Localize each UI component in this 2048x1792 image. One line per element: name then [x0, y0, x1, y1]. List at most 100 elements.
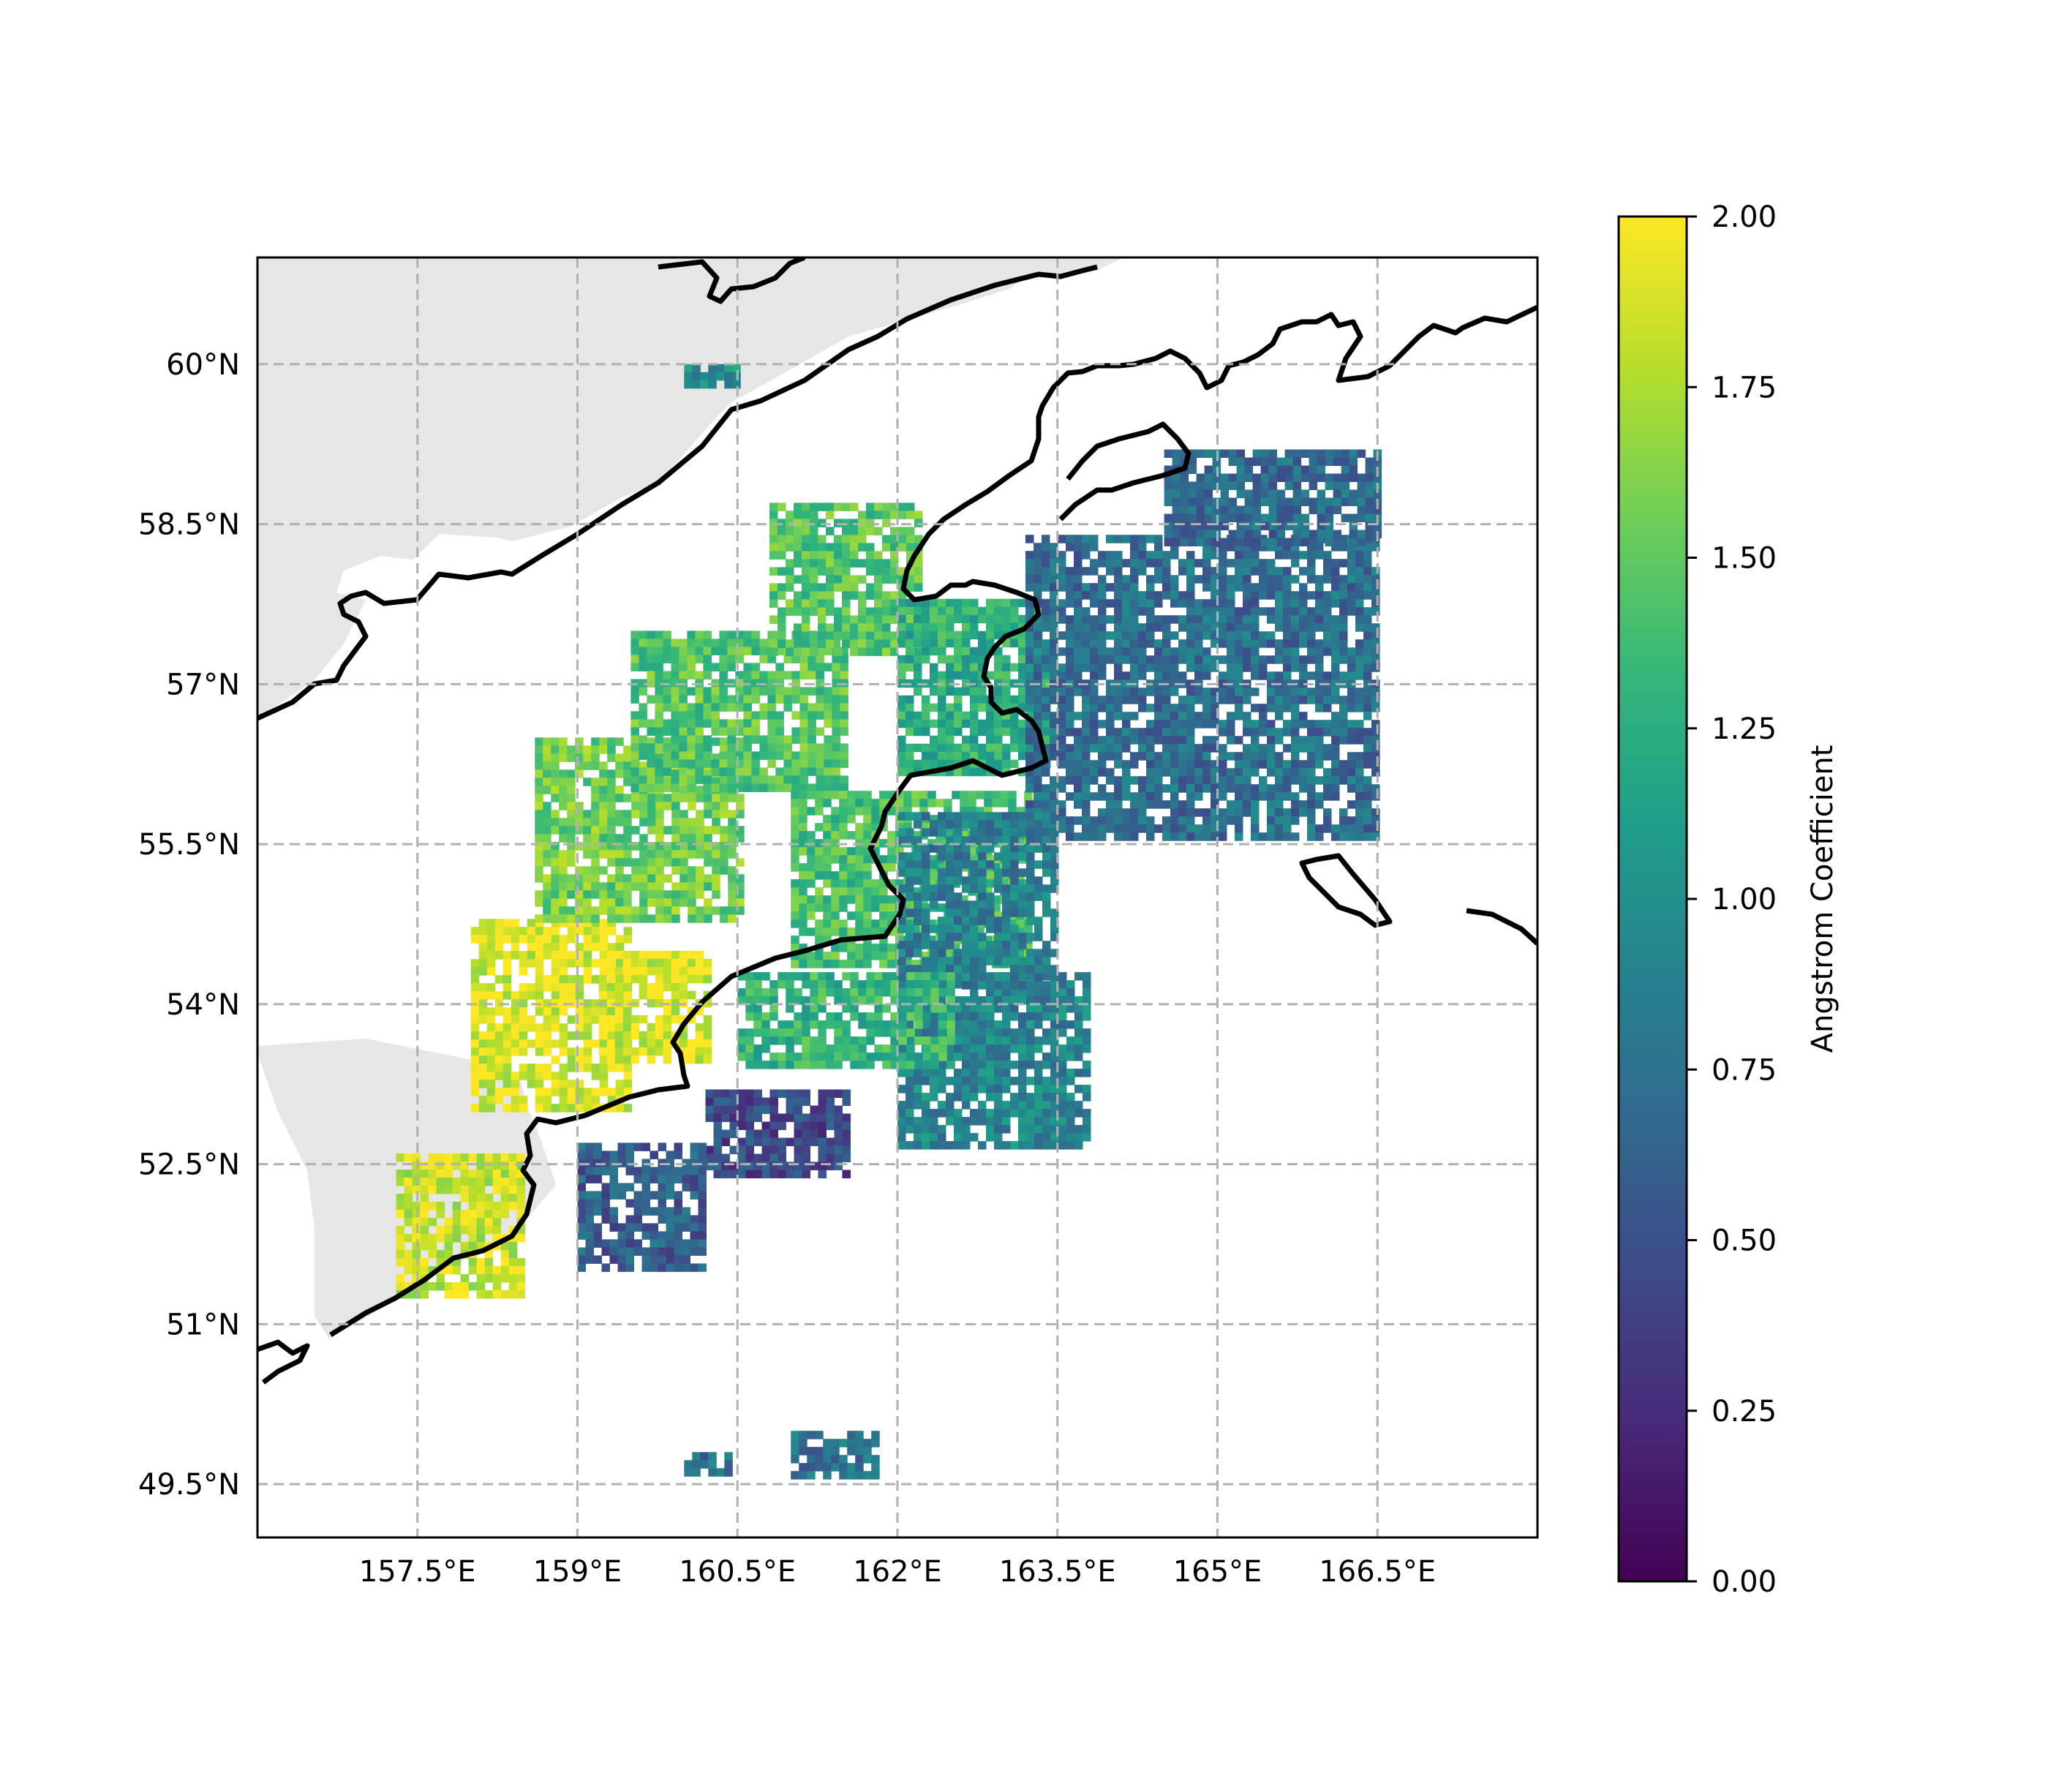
- data-cell: [879, 935, 888, 944]
- data-cell: [478, 943, 488, 952]
- data-cell: [655, 647, 663, 655]
- data-cell: [1235, 712, 1243, 720]
- data-cell: [906, 639, 914, 648]
- data-cell: [1058, 752, 1066, 761]
- data-cell: [607, 850, 616, 859]
- data-cell: [1130, 647, 1139, 656]
- data-cell: [671, 890, 680, 899]
- data-cell: [478, 1096, 488, 1104]
- data-cell: [607, 1063, 617, 1072]
- data-cell: [1050, 1069, 1059, 1077]
- data-cell: [826, 623, 835, 632]
- data-cell: [935, 903, 944, 912]
- data-cell: [874, 559, 883, 568]
- data-cell: [1236, 481, 1246, 490]
- data-cell: [1008, 807, 1017, 816]
- data-cell: [897, 639, 906, 648]
- data-cell: [712, 810, 720, 818]
- data-cell: [567, 991, 576, 1000]
- data-cell: [1002, 751, 1011, 761]
- data-cell: [807, 791, 816, 799]
- data-cell: [508, 1250, 518, 1259]
- data-cell: [470, 983, 480, 992]
- data-cell: [1194, 623, 1203, 632]
- data-cell: [679, 786, 688, 794]
- data-cell: [1283, 768, 1292, 777]
- data-cell: [527, 919, 536, 927]
- data-cell: [986, 1093, 995, 1102]
- data-cell: [428, 1218, 437, 1227]
- data-cell: [767, 679, 776, 688]
- data-cell: [970, 1077, 979, 1085]
- data-cell: [1034, 1085, 1043, 1093]
- data-cell: [807, 895, 816, 904]
- data-cell: [1331, 792, 1340, 801]
- data-cell: [695, 958, 704, 968]
- data-cell: [663, 1055, 672, 1064]
- data-cell: [855, 823, 864, 832]
- data-cell: [655, 914, 664, 923]
- data-cell: [1267, 671, 1276, 680]
- data-cell: [663, 655, 671, 663]
- data-cell: [1024, 944, 1033, 952]
- data-cell: [655, 759, 663, 768]
- data-cell: [630, 767, 639, 776]
- data-cell: [679, 982, 688, 992]
- data-cell: [831, 807, 840, 816]
- data-cell: [559, 1096, 568, 1104]
- data-cell: [519, 1104, 528, 1113]
- data-cell: [946, 1109, 955, 1118]
- data-cell: [1211, 607, 1219, 616]
- data-cell: [396, 1242, 405, 1251]
- data-cell: [832, 743, 840, 752]
- data-cell: [906, 743, 914, 753]
- data-cell: [1034, 559, 1042, 568]
- data-cell: [436, 1153, 445, 1162]
- data-cell: [607, 1031, 617, 1040]
- data-cell: [1106, 744, 1115, 753]
- data-cell: [551, 1015, 560, 1024]
- data-cell: [1347, 543, 1356, 551]
- data-cell: [1355, 816, 1364, 825]
- data-cell: [1211, 663, 1219, 672]
- data-cell: [1371, 688, 1380, 696]
- data-cell: [396, 1226, 405, 1235]
- data-cell: [527, 927, 536, 935]
- data-cell: [1219, 816, 1227, 825]
- data-cell: [492, 1202, 502, 1211]
- data-cell: [1026, 1061, 1035, 1069]
- data-cell: [1219, 615, 1227, 624]
- data-cell: [816, 767, 824, 776]
- data-cell: [824, 663, 832, 671]
- data-cell: [671, 703, 679, 712]
- data-cell: [567, 919, 576, 927]
- data-cell: [1154, 792, 1163, 801]
- data-cell: [1186, 752, 1195, 761]
- data-cell: [1371, 591, 1380, 600]
- data-cell: [1323, 808, 1332, 817]
- data-cell: [847, 952, 856, 960]
- data-cell: [874, 567, 883, 576]
- data-cell: [1114, 808, 1123, 817]
- data-cell: [1317, 530, 1326, 538]
- data-cell: [679, 759, 688, 768]
- data-cell: [1204, 497, 1213, 506]
- data-cell: [647, 743, 655, 752]
- data-cell: [420, 1266, 429, 1275]
- data-cell: [1098, 816, 1107, 825]
- data-cell: [1066, 688, 1074, 696]
- data-cell: [1371, 784, 1380, 793]
- data-cell: [863, 823, 872, 832]
- data-cell: [1276, 513, 1286, 522]
- data-cell: [906, 1020, 914, 1029]
- data-cell: [1002, 996, 1011, 1005]
- data-cell: [897, 1109, 906, 1118]
- data-cell: [436, 1210, 445, 1219]
- data-cell: [1034, 712, 1042, 720]
- data-cell: [1323, 559, 1332, 568]
- data-cell: [1283, 744, 1292, 753]
- data-cell: [1323, 776, 1332, 785]
- data-cell: [1002, 1101, 1011, 1110]
- data-cell: [992, 799, 1001, 807]
- data-cell: [994, 606, 1003, 616]
